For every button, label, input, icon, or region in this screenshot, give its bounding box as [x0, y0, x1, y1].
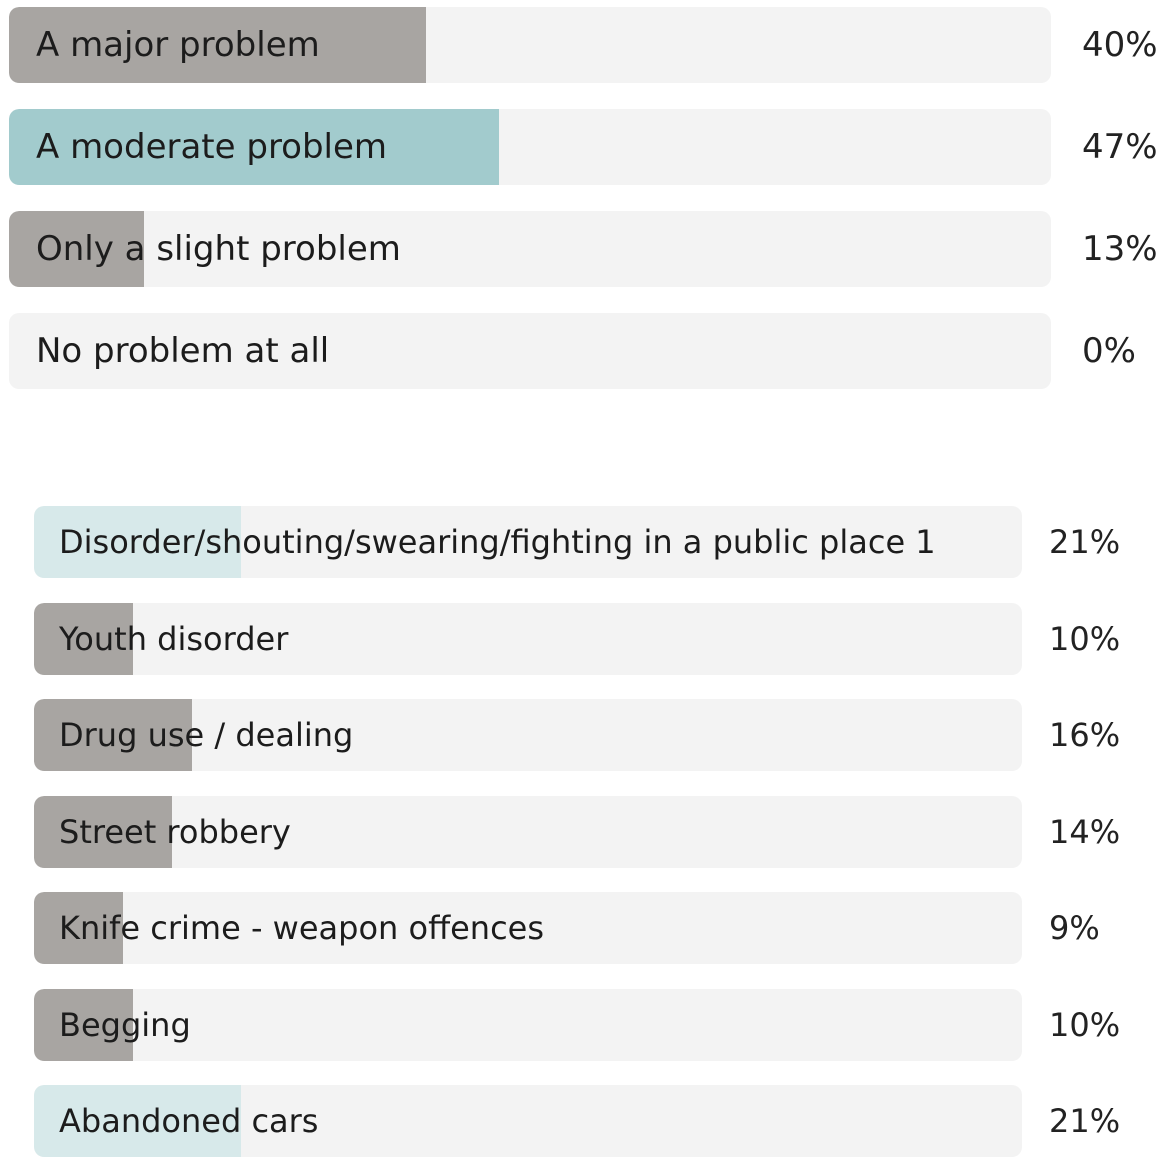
- bar-track: [34, 1085, 1022, 1157]
- bar-label: Street robbery: [59, 812, 291, 851]
- bar-track: [9, 313, 1051, 389]
- bar-row-abandoned-cars[interactable]: Abandoned cars 21%: [0, 1085, 1168, 1157]
- bar-row-drug-use-dealing[interactable]: Drug use / dealing 16%: [0, 699, 1168, 771]
- bar-row-begging[interactable]: Begging 10%: [0, 988, 1168, 1061]
- bar-row-a-moderate-problem[interactable]: A moderate problem 47%: [0, 109, 1168, 185]
- bar-label: Youth disorder: [59, 619, 289, 658]
- bar-row-no-problem-at-all[interactable]: No problem at all 0%: [0, 313, 1168, 389]
- bar-track: [9, 211, 1051, 287]
- bar-value-label: 13%: [1082, 229, 1158, 269]
- bar-fill: [34, 795, 173, 868]
- bar-track: [34, 506, 1022, 578]
- bar-value-label: 40%: [1082, 25, 1158, 65]
- bar-fill: [34, 699, 193, 771]
- bar-value-label: 9%: [1049, 909, 1100, 947]
- bar-row-knife-crime-weapon-offences[interactable]: Knife crime - weapon offences 9%: [0, 892, 1168, 964]
- bar-track: [9, 7, 1051, 83]
- bar-row-only-a-slight-problem[interactable]: Only a slight problem 13%: [0, 211, 1168, 287]
- bar-value-label: 21%: [1049, 523, 1121, 561]
- bar-track: [34, 699, 1022, 771]
- bar-label: Only a slight problem: [36, 229, 401, 269]
- bar-value-label: 14%: [1049, 812, 1121, 851]
- bar-row-street-robbery[interactable]: Street robbery 14%: [0, 795, 1168, 868]
- bar-row-youth-disorder[interactable]: Youth disorder 10%: [0, 602, 1168, 675]
- bar-fill: [9, 109, 499, 185]
- bar-label: Begging: [59, 1005, 191, 1044]
- bar-label: A major problem: [36, 25, 320, 65]
- bar-fill: [9, 7, 426, 83]
- bar-label: Knife crime - weapon offences: [59, 909, 545, 947]
- bar-label: A moderate problem: [36, 127, 388, 167]
- bar-track: [9, 109, 1051, 185]
- bar-fill: [34, 1085, 242, 1157]
- bar-fill: [9, 211, 145, 287]
- bar-value-label: 0%: [1082, 331, 1136, 371]
- bar-label: Abandoned cars: [59, 1102, 319, 1140]
- bar-value-label: 47%: [1082, 127, 1158, 167]
- bar-track: [34, 795, 1022, 868]
- bar-track: [34, 892, 1022, 964]
- bar-value-label: 16%: [1049, 716, 1121, 754]
- bar-fill: [34, 892, 123, 964]
- bar-value-label: 10%: [1049, 1005, 1121, 1044]
- bar-fill: [34, 988, 133, 1061]
- bar-row-disorder-shouting-swearing-fighting-in-a-public-place-1[interactable]: Disorder/shouting/swearing/fighting in a…: [0, 506, 1168, 578]
- bar-fill: [34, 506, 242, 578]
- bar-value-label: 10%: [1049, 619, 1121, 658]
- bar-label: Disorder/shouting/swearing/fighting in a…: [59, 523, 936, 561]
- bar-track: [34, 988, 1022, 1061]
- bar-label: No problem at all: [36, 331, 330, 371]
- bar-fill: [34, 602, 133, 675]
- bar-row-a-major-problem[interactable]: A major problem 40%: [0, 7, 1168, 83]
- bar-label: Drug use / dealing: [59, 716, 354, 754]
- bar-track: [34, 602, 1022, 675]
- bar-value-label: 21%: [1049, 1102, 1121, 1140]
